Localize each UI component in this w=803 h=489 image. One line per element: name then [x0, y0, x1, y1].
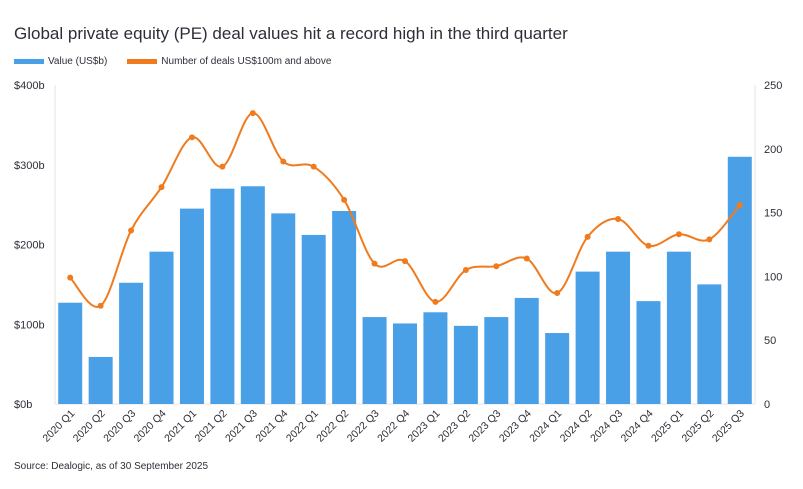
deals-point	[371, 260, 378, 267]
deals-point	[523, 255, 530, 262]
bar-value	[545, 333, 570, 404]
bar-value	[88, 356, 113, 404]
x-axis-tick-label: 2020 Q3	[101, 408, 138, 445]
deals-point	[128, 227, 135, 234]
left-axis-tick-label: $200b	[14, 240, 45, 252]
deals-series-line	[69, 112, 741, 308]
bar-value	[697, 284, 722, 404]
right-axis-tick-label: 200	[764, 144, 782, 156]
x-axis-tick-label: 2020 Q2	[71, 408, 108, 445]
x-axis-tick-label: 2021 Q4	[253, 408, 290, 445]
x-axis-tick-label: 2023 Q4	[497, 408, 534, 445]
deals-point	[249, 110, 256, 117]
chart-title: Global private equity (PE) deal values h…	[14, 24, 568, 43]
right-axis-tick-label: 150	[764, 208, 782, 220]
deals-point	[188, 134, 195, 141]
deals-point	[432, 298, 439, 305]
x-axis-tick-label: 2024 Q1	[527, 408, 564, 445]
bar-value	[210, 188, 235, 404]
legend-swatch-line	[127, 59, 158, 64]
x-axis-tick-label: 2024 Q4	[619, 408, 656, 445]
legend: Value (US$b) Number of deals US$100m and…	[14, 56, 351, 67]
deals-point	[554, 289, 561, 296]
right-axis-tick-label: 0	[764, 399, 770, 411]
right-axis-tick-label: 50	[764, 335, 776, 347]
bar-value	[575, 271, 600, 404]
right-axis-tick-label: 250	[764, 80, 782, 92]
line-layer	[67, 110, 743, 309]
x-axis-tick-label: 2020 Q4	[132, 408, 169, 445]
bar-value	[636, 301, 661, 404]
bar-value	[666, 251, 691, 404]
x-axis-tick-label: 2021 Q2	[193, 408, 230, 445]
left-axis-tick-label: $300b	[14, 160, 45, 172]
deals-point	[280, 158, 287, 165]
legend-label-value: Value (US$b)	[48, 56, 108, 67]
bars-layer	[58, 156, 752, 404]
bar-value	[332, 211, 357, 404]
x-axis-tick-label: 2020 Q1	[40, 408, 77, 445]
bar-value	[179, 208, 204, 404]
deals-point	[462, 267, 469, 274]
bar-value	[240, 186, 265, 404]
deals-point	[158, 184, 165, 191]
x-axis-tick-label: 2023 Q2	[436, 408, 473, 445]
deals-point	[645, 242, 652, 249]
bar-value	[453, 325, 478, 404]
bar-value	[58, 302, 83, 404]
bar-value	[423, 312, 448, 404]
deals-point	[341, 196, 348, 203]
source-note: Source: Dealogic, as of 30 September 202…	[14, 461, 209, 472]
legend-item-deals: Number of deals US$100m and above	[127, 56, 331, 67]
legend-swatch-bar	[14, 59, 44, 64]
x-axis-tick-label: 2021 Q1	[162, 408, 199, 445]
deals-point	[310, 163, 317, 170]
deals-point	[706, 236, 713, 243]
bar-value	[606, 251, 631, 404]
deals-point	[402, 258, 408, 265]
x-axis-tick-label: 2021 Q3	[223, 408, 260, 445]
bar-value	[119, 282, 144, 404]
right-axis-tick-label: 100	[764, 271, 782, 283]
deals-point	[736, 201, 743, 208]
legend-item-value: Value (US$b)	[14, 56, 107, 67]
left-axis-tick-label: $400b	[14, 80, 45, 92]
deals-point	[493, 263, 500, 270]
bar-value	[514, 297, 539, 404]
deals-point	[67, 274, 74, 281]
x-axis-tick-label: 2022 Q1	[284, 408, 321, 445]
bar-value	[149, 251, 174, 404]
bar-value	[301, 234, 326, 404]
x-axis-tick-label: 2022 Q2	[314, 408, 351, 445]
left-axis-tick-label: $0b	[14, 399, 32, 411]
deals-point	[584, 233, 591, 240]
bar-value	[727, 156, 752, 404]
bar-value	[484, 317, 509, 404]
deals-point	[219, 163, 226, 170]
x-axis-tick-label: 2022 Q3	[345, 408, 382, 445]
deals-point	[97, 302, 104, 309]
x-axis-tick-label: 2025 Q2	[679, 408, 716, 445]
x-axis-tick-label: 2023 Q1	[406, 408, 443, 445]
x-axis-tick-label: 2024 Q3	[588, 408, 625, 445]
x-axis-tick-label: 2022 Q4	[375, 408, 412, 445]
bar-value	[393, 323, 417, 404]
x-axis-tick-label: 2023 Q3	[466, 408, 503, 445]
deals-point	[615, 215, 622, 222]
x-axis-tick-label: 2025 Q3	[710, 408, 747, 445]
legend-label-deals: Number of deals US$100m and above	[161, 56, 332, 67]
x-axis-tick-label: 2025 Q1	[649, 408, 686, 445]
bar-value	[362, 317, 387, 404]
x-axis-tick-label: 2024 Q2	[558, 408, 595, 445]
deals-point	[675, 231, 682, 238]
left-axis-tick-label: $100b	[14, 319, 45, 331]
bar-value	[271, 213, 296, 404]
